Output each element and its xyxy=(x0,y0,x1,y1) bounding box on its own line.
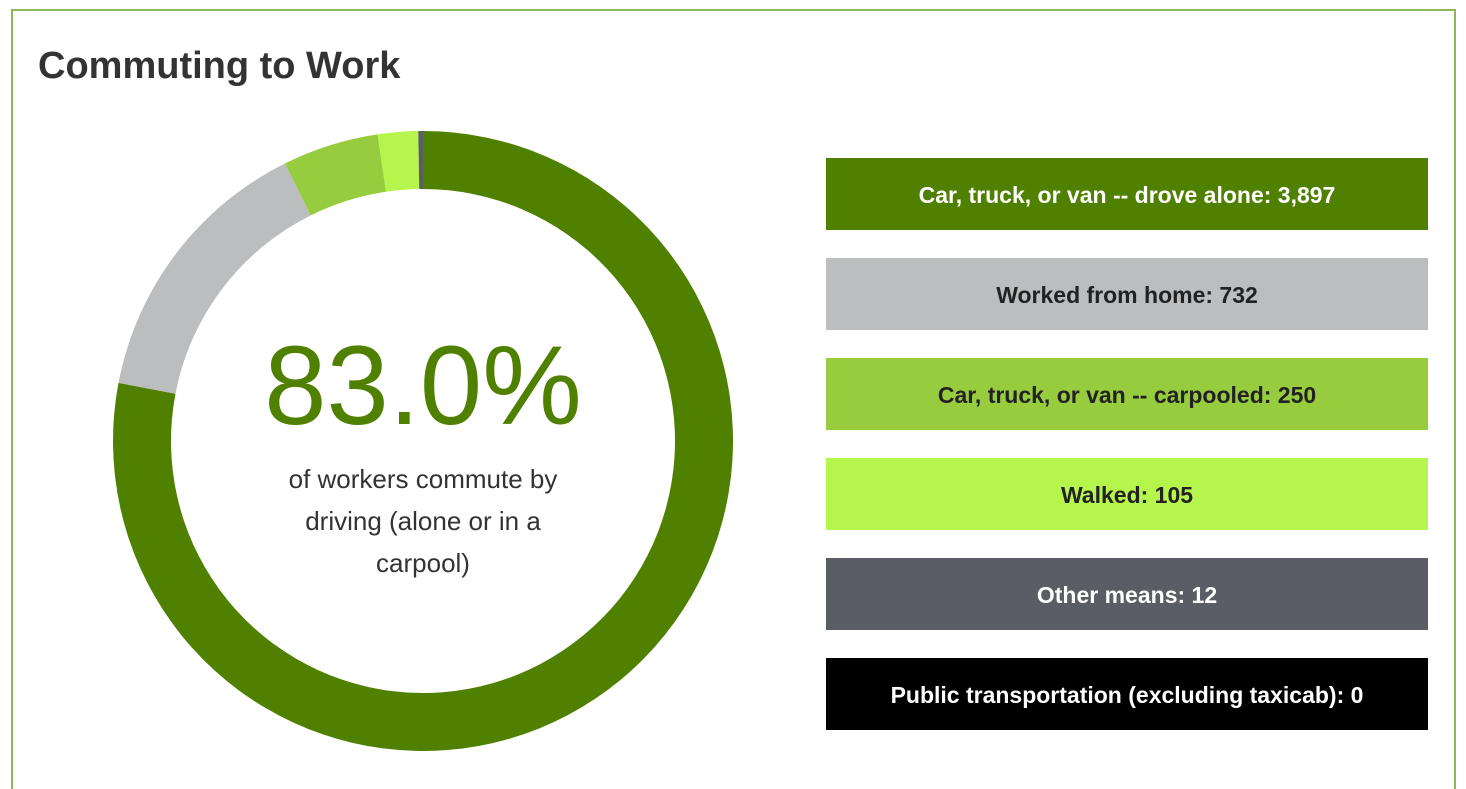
legend-label: Car, truck, or van -- drove alone: 3,897 xyxy=(919,182,1336,208)
legend-label: Public transportation (excluding taxicab… xyxy=(891,682,1364,708)
chart-title: Commuting to Work xyxy=(38,45,401,87)
legend-label: Walked: 105 xyxy=(1061,482,1193,508)
legend-label: Worked from home: 732 xyxy=(996,282,1258,308)
center-caption: of workers commute by driving (alone or … xyxy=(288,464,558,578)
legend-label: Car, truck, or van -- carpooled: 250 xyxy=(938,382,1316,408)
legend-box xyxy=(826,458,1428,530)
legend-box xyxy=(826,658,1428,730)
legend-label: Other means: 12 xyxy=(1037,582,1217,608)
legend-box xyxy=(826,558,1428,630)
donut-segment xyxy=(284,134,387,216)
donut-segment xyxy=(377,131,420,192)
legend-box xyxy=(826,358,1428,430)
center-value: 83.0% xyxy=(264,323,582,448)
legend-box xyxy=(826,258,1428,330)
donut-segment xyxy=(418,131,423,190)
card-border xyxy=(11,9,1456,789)
donut-segment xyxy=(118,163,311,394)
legend-box xyxy=(826,158,1428,230)
